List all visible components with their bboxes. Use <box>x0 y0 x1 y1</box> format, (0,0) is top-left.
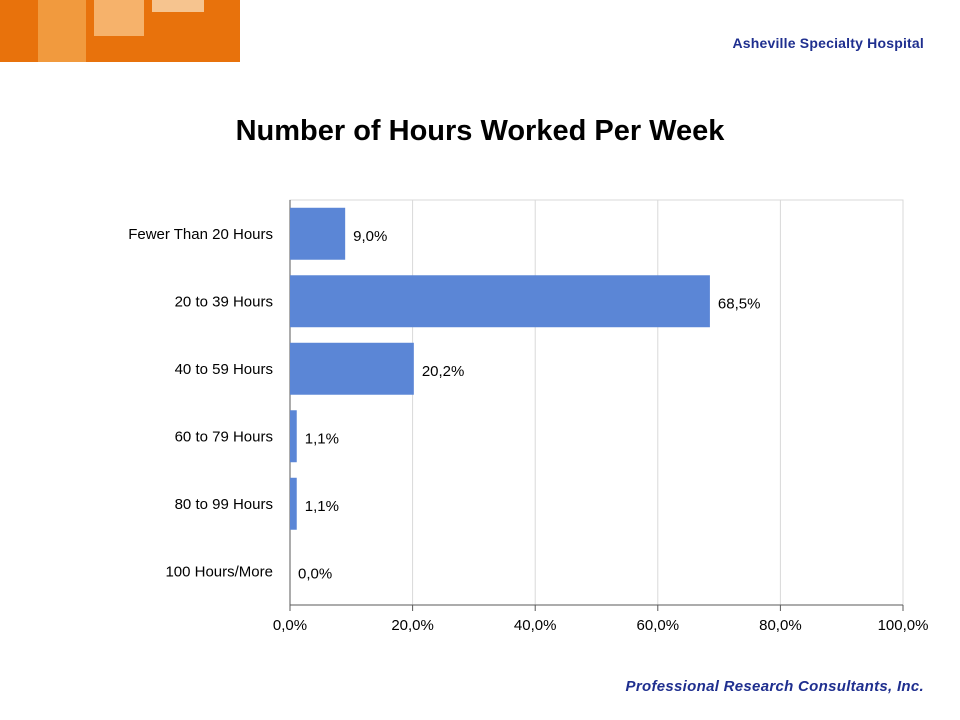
x-tick-label: 0,0% <box>273 617 307 634</box>
logo-block-center <box>94 0 144 36</box>
data-label: 1,1% <box>305 498 339 515</box>
footer-company-logo: Professional Research Consultants, Inc. <box>625 678 924 695</box>
x-tick-label: 60,0% <box>637 617 680 634</box>
category-label: Fewer Than 20 Hours <box>128 226 273 243</box>
category-label: 60 to 79 Hours <box>175 428 273 445</box>
logo-block-left <box>38 0 86 62</box>
bar <box>290 275 710 328</box>
x-tick-label: 40,0% <box>514 617 557 634</box>
data-label: 9,0% <box>353 228 387 245</box>
data-label: 1,1% <box>305 430 339 447</box>
plot-area-border <box>289 199 904 606</box>
x-tick-label: 20,0% <box>391 617 434 634</box>
bar <box>290 342 414 395</box>
data-label: 20,2% <box>422 363 465 380</box>
hospital-name: Asheville Specialty Hospital <box>732 35 924 51</box>
chart-title: Number of Hours Worked Per Week <box>235 115 725 147</box>
category-label: 80 to 99 Hours <box>175 496 273 513</box>
data-label: 68,5% <box>718 295 761 312</box>
header-logo-graphic <box>0 0 240 62</box>
category-label: 100 Hours/More <box>165 563 273 580</box>
bar <box>290 410 297 463</box>
bar <box>290 477 297 530</box>
data-label: 0,0% <box>298 565 332 582</box>
logo-block-right <box>152 0 204 12</box>
bar <box>290 207 346 260</box>
category-label: 40 to 59 Hours <box>175 361 273 378</box>
x-tick-label: 80,0% <box>759 617 802 634</box>
x-tick-label: 100,0% <box>878 617 929 634</box>
category-label: 20 to 39 Hours <box>175 293 273 310</box>
